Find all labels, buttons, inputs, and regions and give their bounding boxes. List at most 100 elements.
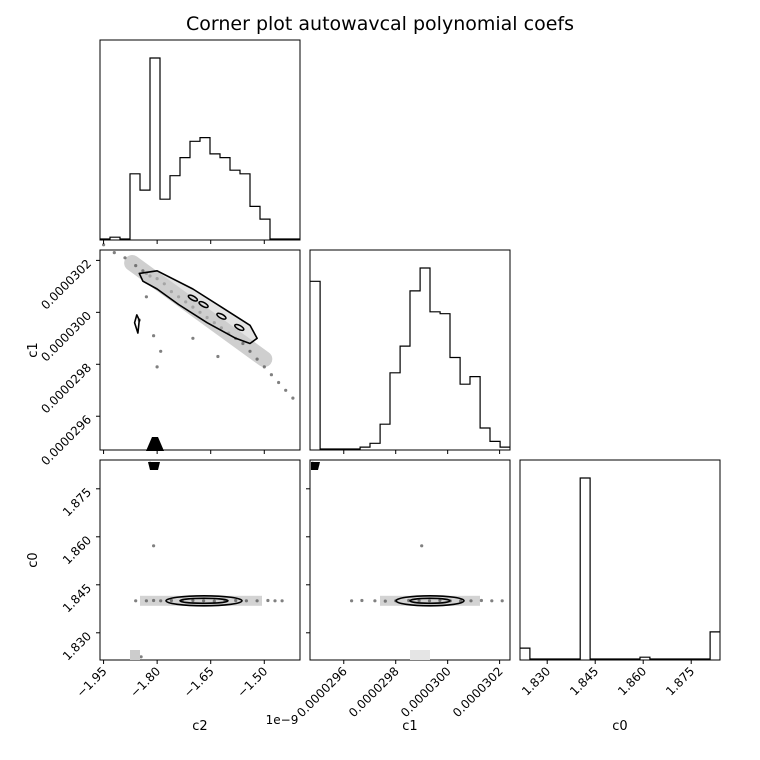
x-tick-label-c1: 0.0000296 (294, 664, 350, 720)
x-tick-label-c0: 1.830 (519, 664, 553, 698)
scatter-point-c2-c1 (159, 349, 163, 353)
scatter-point-c2-c0 (212, 599, 216, 603)
x-tick-label-c1: 0.0000302 (450, 664, 506, 720)
scatter-point-c1-c0 (469, 599, 473, 603)
y-axis-label-c1: c1 (26, 342, 41, 357)
panel-c1-c0 (309, 459, 511, 661)
contour-c2-c1-inner (187, 294, 199, 302)
x-axis-label-c0: c0 (612, 719, 627, 734)
hist-panel-c0 (519, 459, 721, 661)
density-c1-c0-bottom (410, 650, 430, 660)
contour-c2-c1-inner (216, 312, 227, 320)
x-tick-label-c2: −1.80 (127, 664, 163, 700)
contour-c2-c1-outer (138, 270, 258, 345)
y-tick-label-c1: 0.0000298 (38, 361, 94, 417)
contour-c1-c0-inner (409, 597, 451, 605)
scatter-point-c2-c0 (152, 544, 156, 548)
scatter-point-c1-c0 (459, 599, 463, 603)
y-tick-label-c0: 1.830 (60, 629, 94, 663)
scatter-point-c1-c0 (360, 598, 364, 603)
figure-title: Corner plot autowavcal polynomial coefs (186, 13, 574, 35)
density-c2-c0-bottom (130, 650, 140, 660)
scatter-point-c2-c1 (152, 334, 156, 338)
scatter-point-c2-c1 (123, 256, 127, 260)
x-tick-label-c0: 1.875 (663, 664, 697, 698)
x-tick-label-c1: 0.0000300 (398, 664, 454, 720)
scatter-point-c2-c1 (269, 373, 273, 377)
scatter-point-c2-c1 (248, 349, 252, 353)
scatter-point-c1-c0 (427, 599, 432, 603)
scatter-point-c1-c0 (417, 599, 421, 603)
scatter-point-c1-c0 (500, 599, 504, 603)
contour-c2-c0-outer (165, 594, 243, 607)
contour-c2-c1-left (133, 314, 141, 334)
scatter-point-c2-c1 (144, 295, 148, 299)
contour-c2-c1-bottom-blob (146, 437, 164, 451)
scatter-point-c2-c0 (191, 598, 195, 603)
contour-c2-c1-inner (234, 323, 245, 332)
scatter-point-c2-c1 (102, 243, 106, 247)
scatter-point-c2-c0 (273, 599, 277, 603)
scatter-point-c1-c0 (350, 599, 354, 603)
panel-c2-c0 (99, 459, 301, 661)
scatter-point-c2-c0 (234, 598, 238, 603)
scatter-point-c2-c1 (155, 365, 159, 369)
scatter-point-c2-c0 (159, 599, 163, 603)
histogram-c2 (100, 57, 300, 240)
panel-c2-c1 (99, 249, 301, 451)
scatter-point-c2-c0 (139, 655, 143, 659)
density-band-c2-c0 (140, 595, 262, 606)
contour-c1-c0-top-blob (311, 462, 320, 470)
scatter-point-c1-c0 (373, 599, 377, 603)
y-tick-label-c1: 0.0000296 (38, 412, 94, 468)
scatter-point-c2-c0 (134, 599, 138, 603)
scatter-point-c2-c1 (191, 336, 195, 340)
x-axis-offset-text-c2: 1e−9 (266, 713, 299, 727)
y-tick-label-c1: 0.0000300 (38, 309, 94, 365)
scatter-point-c1-c0 (383, 599, 387, 603)
histogram-c0 (520, 477, 720, 660)
scatter-point-c2-c0 (266, 598, 270, 603)
scatter-point-c2-c1 (216, 354, 220, 359)
scatter-point-c1-c0 (438, 598, 442, 603)
hist-panel-c1 (309, 249, 511, 451)
y-tick-label-c0: 1.845 (60, 581, 94, 615)
scatter-point-c2-c0 (244, 599, 248, 603)
x-tick-label-c2: −1.65 (181, 664, 217, 700)
scatter-point-c2-c1 (291, 396, 295, 400)
scatter-point-c2-c1 (134, 264, 138, 268)
scatter-point-c1-c0 (490, 599, 494, 603)
scatter-point-c1-c0 (479, 598, 483, 603)
scatter-point-c2-c1 (277, 380, 281, 385)
scatter-point-c2-c0 (169, 598, 173, 603)
x-tick-label-c1: 0.0000298 (346, 664, 402, 720)
scatter-point-c2-c1 (141, 269, 145, 273)
y-tick-label-c0: 1.875 (60, 485, 94, 519)
scatter-point-c1-c0 (420, 544, 424, 548)
x-tick-label-c2: −1.95 (74, 664, 110, 700)
scatter-point-c2-c0 (144, 599, 148, 603)
contour-c1-c0-outer (395, 594, 465, 607)
x-axis-label-c1: c1 (402, 719, 417, 734)
scatter-point-c2-c0 (280, 599, 284, 603)
x-tick-label-c2: −1.50 (234, 664, 270, 700)
scatter-point-c2-c1 (262, 365, 266, 369)
scatter-point-c2-c0 (255, 599, 259, 603)
contour-c2-c1-inner (198, 300, 209, 309)
scatter-point-c2-c0 (202, 599, 206, 603)
corner-plot-panels: −1.95 −1.80 −1.65 −1.50 0.00002960.00002980.… (26, 39, 721, 734)
x-tick-label-c0: 1.845 (567, 664, 601, 698)
y-tick-label-c1: 0.0000302 (38, 257, 94, 313)
y-axis-label-c0: c0 (26, 552, 41, 567)
contour-c2-c0-inner (179, 597, 229, 605)
scatter-point-c2-c1 (255, 357, 259, 361)
scatter-point-c2-c1 (112, 251, 116, 255)
y-tick-label-c0: 1.860 (60, 533, 94, 567)
histogram-c1 (310, 267, 510, 450)
scatter-point-c2-c0 (152, 598, 156, 603)
contour-c2-c0-top-blob (148, 462, 160, 470)
x-axis-label-c2: c2 (192, 719, 207, 734)
x-tick-label-c0: 1.860 (615, 664, 649, 698)
scatter-point-c2-c1 (284, 388, 288, 392)
